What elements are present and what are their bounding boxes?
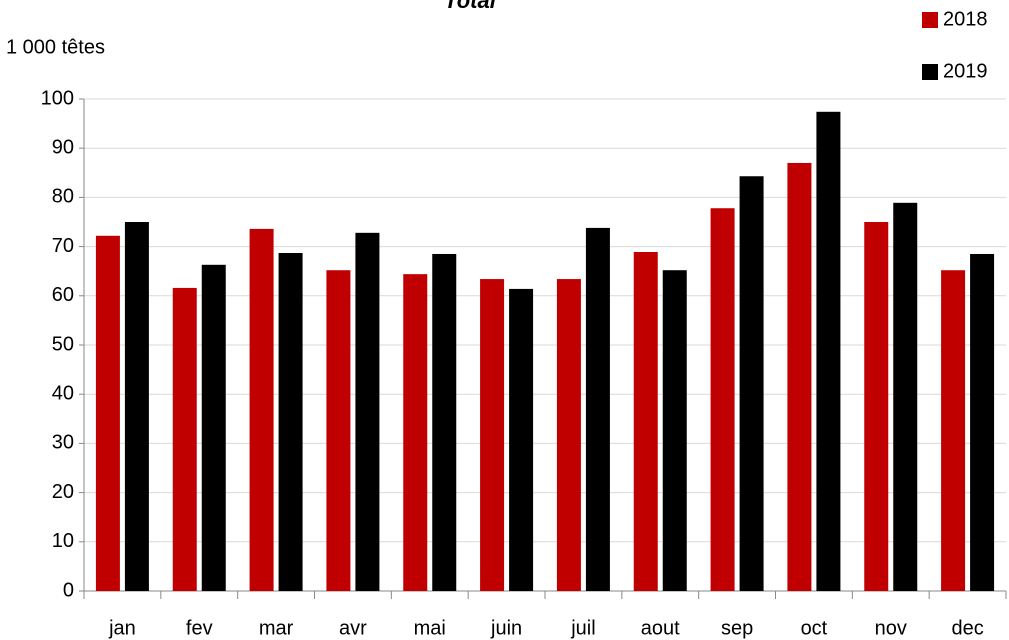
x-tick-label: mai: [414, 617, 446, 639]
y-tick-label: 100: [41, 87, 74, 109]
bar: [432, 253, 457, 592]
bar: [355, 232, 380, 591]
x-tick-label: avr: [339, 617, 367, 639]
bar: [556, 279, 581, 591]
legend-swatch: [922, 64, 938, 80]
chart-title: Total: [444, 0, 497, 13]
x-tick-label: fev: [186, 617, 213, 639]
bar: [480, 279, 505, 591]
x-tick-label: juil: [570, 617, 595, 639]
x-tick-label: dec: [951, 617, 983, 639]
y-tick-label: 50: [52, 333, 74, 355]
bar: [201, 264, 226, 591]
y-tick-label: 30: [52, 432, 74, 454]
bar: [710, 208, 735, 591]
bar: [662, 270, 687, 591]
x-tick-label: juin: [490, 617, 522, 639]
x-tick-label: oct: [801, 617, 828, 639]
bar: [941, 270, 966, 591]
x-tick-label: mar: [259, 617, 294, 639]
bar: [633, 252, 658, 591]
x-tick-label: nov: [875, 617, 907, 639]
bar: [172, 287, 197, 591]
y-tick-label: 60: [52, 284, 74, 306]
legend-swatch: [922, 12, 938, 28]
y-tick-label: 70: [52, 235, 74, 257]
bar: [787, 162, 812, 591]
y-tick-label: 20: [52, 481, 74, 503]
y-tick-label: 90: [52, 136, 74, 158]
bar: [970, 253, 995, 592]
y-tick-label: 0: [63, 579, 74, 601]
bar: [124, 222, 149, 591]
bar: [893, 202, 918, 591]
bar: [95, 235, 120, 591]
bar: [816, 111, 841, 592]
y-tick-label: 10: [52, 530, 74, 552]
y-axis-label: 1 000 têtes: [6, 36, 105, 58]
y-tick-label: 80: [52, 186, 74, 208]
bar: [864, 222, 889, 591]
bar: [739, 176, 764, 591]
legend-label: 2018: [943, 8, 988, 30]
x-tick-label: sep: [721, 617, 753, 639]
bar: [509, 288, 534, 591]
bar: [326, 270, 351, 591]
bar: [278, 252, 303, 591]
x-tick-label: aout: [641, 617, 680, 639]
legend-label: 2019: [943, 60, 988, 82]
x-tick-label: jan: [108, 617, 136, 639]
bar: [403, 274, 428, 591]
y-tick-label: 40: [52, 382, 74, 404]
bar: [585, 227, 610, 592]
bar: [249, 228, 274, 591]
